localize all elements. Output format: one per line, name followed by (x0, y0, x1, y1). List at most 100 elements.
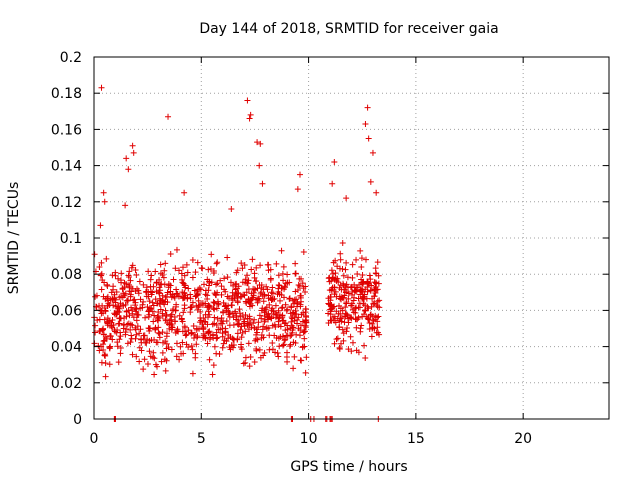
data-point (148, 272, 155, 279)
data-point (111, 291, 118, 298)
data-point (286, 295, 293, 302)
grid-lines (94, 57, 609, 419)
data-point (375, 280, 382, 287)
data-point (95, 342, 102, 349)
data-point (155, 309, 162, 316)
data-point (281, 286, 288, 293)
data-point (190, 335, 197, 342)
data-point (348, 314, 355, 321)
data-point (124, 297, 131, 304)
data-point (290, 339, 297, 346)
data-point (128, 264, 135, 271)
data-point (98, 307, 105, 314)
data-point (127, 277, 134, 284)
data-point (363, 295, 370, 302)
data-point (334, 275, 341, 282)
data-point (183, 261, 190, 268)
data-point (92, 322, 99, 329)
data-point (303, 354, 310, 361)
data-point (136, 344, 143, 351)
y-tick-label: 0.2 (60, 50, 82, 66)
data-point (257, 354, 264, 361)
data-point (371, 279, 378, 286)
data-point (218, 317, 225, 324)
data-point (351, 288, 358, 295)
data-point (191, 287, 198, 294)
data-point (131, 296, 138, 303)
data-point (154, 339, 161, 346)
data-point (202, 311, 209, 318)
y-axis-label: SRMTID / TECUs (6, 182, 22, 295)
data-point (372, 289, 379, 296)
data-point (362, 306, 369, 313)
data-point (193, 341, 200, 348)
y-tick-label: 0.14 (51, 159, 82, 175)
data-point (161, 267, 168, 274)
data-point (169, 307, 176, 314)
data-point (213, 305, 220, 312)
data-point (369, 325, 376, 332)
data-point (136, 358, 143, 365)
data-point (142, 314, 149, 321)
data-point (244, 280, 251, 287)
data-point (288, 303, 295, 310)
data-point (299, 318, 306, 325)
data-point (361, 342, 368, 349)
data-point (278, 285, 285, 292)
data-point (149, 289, 156, 296)
data-point (280, 342, 287, 349)
data-point (333, 336, 340, 343)
data-point (290, 365, 297, 372)
data-point (98, 359, 105, 366)
data-point (235, 321, 242, 328)
data-point (152, 268, 159, 275)
data-point (155, 329, 162, 336)
data-point (269, 322, 276, 329)
data-point (283, 354, 290, 361)
data-point (92, 293, 99, 300)
data-point (245, 326, 252, 333)
data-point (205, 302, 212, 309)
data-point (185, 285, 192, 292)
data-point (358, 322, 365, 329)
data-point (171, 294, 178, 301)
data-point (206, 328, 213, 335)
data-point (360, 300, 367, 307)
data-point (123, 155, 130, 162)
data-point (149, 299, 156, 306)
data-point (259, 180, 266, 187)
data-point (170, 276, 177, 283)
data-point (268, 297, 275, 304)
data-point (225, 335, 232, 342)
data-point (358, 264, 365, 271)
data-point (159, 312, 166, 319)
data-point (364, 104, 371, 111)
data-point (111, 310, 118, 317)
data-point (282, 280, 289, 287)
data-point (165, 113, 172, 120)
data-point (345, 290, 352, 297)
data-point (159, 349, 166, 356)
data-point (219, 344, 226, 351)
data-point (117, 345, 124, 352)
data-point (150, 302, 157, 309)
x-tick-label: 10 (300, 431, 318, 447)
data-point (359, 272, 366, 279)
data-point (297, 171, 303, 178)
data-point (189, 299, 196, 306)
x-tick-label: 5 (197, 431, 206, 447)
data-point (116, 336, 123, 343)
data-point (236, 306, 243, 313)
data-point (133, 353, 140, 360)
data-point (367, 178, 374, 185)
data-point (160, 274, 167, 281)
data-point (145, 308, 152, 315)
data-point (132, 308, 139, 315)
data-point (205, 266, 212, 273)
data-point (189, 370, 196, 377)
data-point (342, 304, 349, 311)
data-point (269, 339, 276, 346)
data-point (188, 343, 195, 350)
data-point (337, 310, 344, 317)
data-point (327, 306, 334, 313)
